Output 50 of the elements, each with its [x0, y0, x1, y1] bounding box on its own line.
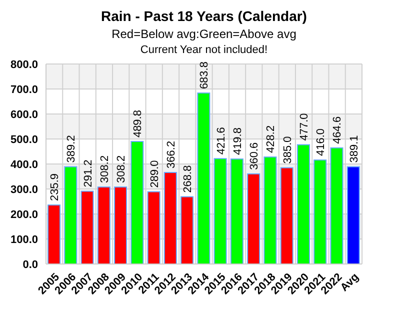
- data-label: 385.0: [282, 136, 294, 164]
- bar: [197, 92, 210, 264]
- data-label: 235.9: [49, 173, 61, 202]
- y-tick-label: 400.0: [10, 158, 38, 171]
- data-label: 366.2: [165, 140, 178, 168]
- chart-title: Rain - Past 18 Years (Calendar): [100, 8, 308, 24]
- y-tick-label: 100.0: [10, 234, 38, 246]
- bar: [330, 147, 344, 264]
- data-label: 428.2: [265, 125, 278, 153]
- data-label: 360.6: [248, 142, 261, 170]
- data-label: 419.8: [232, 128, 244, 156]
- bar: [64, 166, 78, 264]
- data-label: 289.0: [148, 160, 161, 188]
- data-label: 308.2: [116, 155, 128, 183]
- bar: [130, 141, 144, 264]
- y-tick-label: 700.0: [10, 84, 38, 96]
- data-label: 268.8: [182, 165, 194, 193]
- bar: [214, 158, 227, 264]
- data-label: 489.8: [132, 110, 144, 138]
- bar: [280, 167, 294, 264]
- bar: [180, 196, 194, 264]
- bar: [114, 186, 128, 264]
- data-label: 477.0: [298, 113, 310, 141]
- bar: [230, 158, 244, 264]
- y-tick-label: 800.0: [10, 58, 38, 71]
- bar: [296, 144, 310, 264]
- bar: [314, 160, 327, 264]
- bar: [80, 190, 94, 264]
- data-label: 291.2: [82, 160, 94, 188]
- y-tick-label: 300.0: [10, 184, 38, 196]
- bar: [247, 173, 260, 264]
- data-label: 389.1: [348, 135, 360, 163]
- data-label: 389.2: [66, 135, 78, 163]
- y-tick-label: 500.0: [10, 134, 38, 146]
- bar: [48, 204, 60, 264]
- data-label: 416.0: [315, 128, 328, 156]
- text: Current Year not included!: [139, 44, 269, 56]
- y-tick-label: 0.0: [22, 258, 38, 271]
- chart-subtitle: Red=Below avg:Green=Above avg: [110, 27, 298, 41]
- bar: [147, 191, 160, 264]
- bar: [346, 166, 360, 264]
- bar: [97, 186, 110, 264]
- data-label: 683.8: [198, 62, 211, 90]
- data-label: 464.6: [332, 116, 344, 144]
- bar: [264, 156, 277, 264]
- y-tick-label: 200.0: [10, 208, 38, 221]
- data-label: 308.2: [98, 155, 111, 183]
- y-tick-label: 600.0: [10, 108, 38, 121]
- bar: [164, 172, 177, 264]
- data-label: 421.6: [215, 127, 228, 155]
